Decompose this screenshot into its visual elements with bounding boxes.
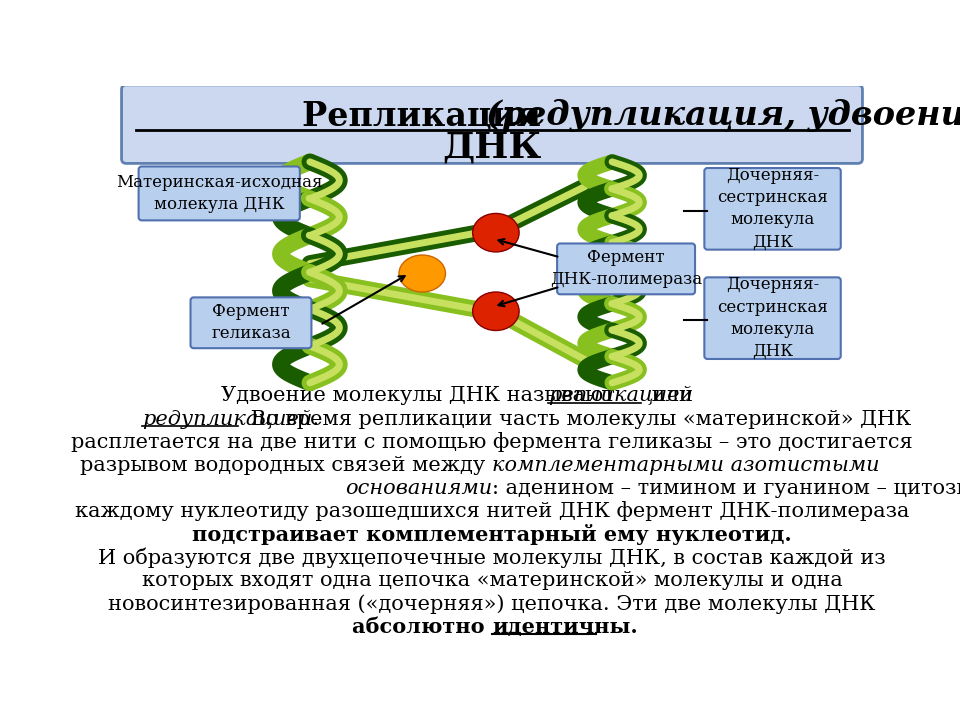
FancyBboxPatch shape	[705, 168, 841, 250]
Text: Дочерняя-
сестринская
молекула
ДНК: Дочерняя- сестринская молекула ДНК	[717, 276, 828, 360]
Text: идентичны.: идентичны.	[492, 617, 637, 637]
Text: Материнская-исходная
молекула ДНК: Материнская-исходная молекула ДНК	[116, 174, 323, 213]
Text: Удвоение молекулы ДНК называют: Удвоение молекулы ДНК называют	[221, 387, 621, 405]
Text: Дочерняя-
сестринская
молекула
ДНК: Дочерняя- сестринская молекула ДНК	[717, 167, 828, 251]
Text: репликацией: репликацией	[548, 387, 693, 405]
Text: И образуются две двухцепочечные молекулы ДНК, в состав каждой из: И образуются две двухцепочечные молекулы…	[98, 547, 886, 568]
Text: основаниями: основаниями	[345, 479, 492, 498]
FancyBboxPatch shape	[557, 243, 695, 294]
Text: редупликацией.: редупликацией.	[142, 410, 319, 428]
Text: расплетается на две нити с помощью фермента геликазы – это достигается: расплетается на две нити с помощью ферме…	[71, 432, 913, 452]
Ellipse shape	[472, 292, 519, 330]
FancyBboxPatch shape	[190, 297, 311, 348]
Text: Фермент
ДНК-полимераза: Фермент ДНК-полимераза	[550, 249, 702, 289]
Text: подстраивает комплементарный ему нуклеотид.: подстраивает комплементарный ему нуклеот…	[192, 524, 792, 545]
Text: ДНК: ДНК	[443, 131, 541, 165]
Ellipse shape	[399, 255, 445, 292]
Text: Репликация: Репликация	[302, 99, 553, 132]
Text: каждому нуклеотиду разошедшихся нитей ДНК фермент ДНК-полимераза: каждому нуклеотиду разошедшихся нитей ДН…	[75, 501, 909, 521]
Text: разрывом водородных связей между: разрывом водородных связей между	[80, 456, 492, 474]
Text: (редупликация, удвоение): (редупликация, удвоение)	[486, 99, 960, 132]
Text: которых входят одна цепочка «материнской» молекулы и одна: которых входят одна цепочка «материнской…	[142, 571, 842, 590]
Text: или: или	[645, 387, 693, 405]
Text: абсолютно: абсолютно	[352, 617, 492, 637]
FancyBboxPatch shape	[122, 85, 862, 163]
Text: : аденином – тимином и гуанином – цитозином. Далее к: : аденином – тимином и гуанином – цитози…	[492, 479, 960, 498]
Ellipse shape	[472, 213, 519, 252]
Text: комплементарными азотистыми: комплементарными азотистыми	[492, 456, 879, 474]
FancyBboxPatch shape	[138, 166, 300, 220]
Text: Во время репликации часть молекулы «материнской» ДНК: Во время репликации часть молекулы «мате…	[244, 410, 911, 428]
Text: новосинтезированная («дочерняя») цепочка. Эти две молекулы ДНК: новосинтезированная («дочерняя») цепочка…	[108, 594, 876, 613]
FancyBboxPatch shape	[705, 277, 841, 359]
Text: Фермент
геликаза: Фермент геликаза	[211, 303, 291, 343]
